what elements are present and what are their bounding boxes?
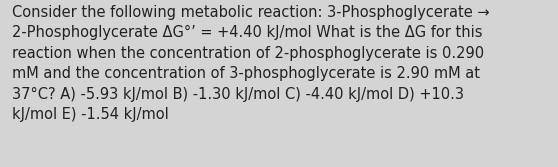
Text: Consider the following metabolic reaction: 3-Phosphoglycerate →
2-Phosphoglycera: Consider the following metabolic reactio… [12, 5, 490, 122]
